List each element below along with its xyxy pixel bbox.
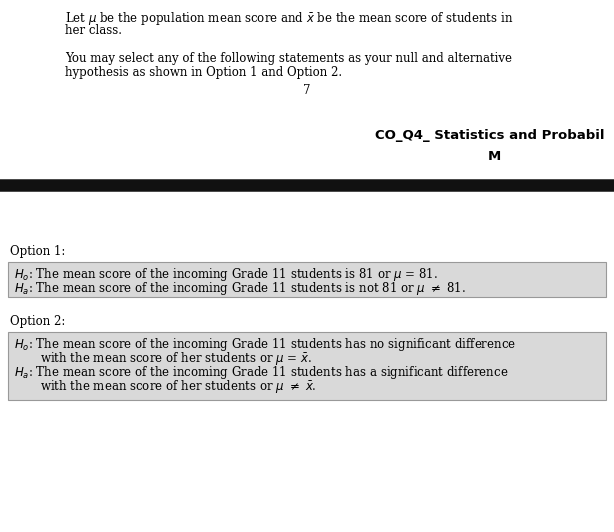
- Text: $H_a$: The mean score of the incoming Grade 11 students has a significant differ: $H_a$: The mean score of the incoming Gr…: [14, 364, 508, 381]
- Text: Option 1:: Option 1:: [10, 245, 65, 258]
- Text: hypothesis as shown in Option 1 and Option 2.: hypothesis as shown in Option 1 and Opti…: [65, 66, 342, 79]
- Text: M: M: [488, 150, 501, 163]
- Text: 7: 7: [303, 84, 311, 97]
- Text: with the mean score of her students or $\mu$ $\neq$ $\bar{x}$.: with the mean score of her students or $…: [14, 378, 317, 395]
- Text: CO_Q4_ Statistics and Probabil: CO_Q4_ Statistics and Probabil: [375, 129, 605, 142]
- Text: $H_o$: The mean score of the incoming Grade 11 students is 81 or $\mu$ = 81.: $H_o$: The mean score of the incoming Gr…: [14, 266, 438, 283]
- Text: Let $\mu$ be the population mean score and $\bar{x}$ be the mean score of studen: Let $\mu$ be the population mean score a…: [65, 10, 513, 27]
- FancyBboxPatch shape: [8, 262, 606, 297]
- Text: $H_o$: The mean score of the incoming Grade 11 students has no significant diffe: $H_o$: The mean score of the incoming Gr…: [14, 336, 516, 353]
- Text: $H_a$: The mean score of the incoming Grade 11 students is not 81 or $\mu$ $\neq: $H_a$: The mean score of the incoming Gr…: [14, 280, 465, 297]
- Text: her class.: her class.: [65, 24, 122, 37]
- FancyBboxPatch shape: [8, 332, 606, 400]
- Text: Option 2:: Option 2:: [10, 315, 65, 328]
- Text: You may select any of the following statements as your null and alternative: You may select any of the following stat…: [65, 52, 512, 65]
- Text: with the mean score of her students or $\mu$ = $\bar{x}$.: with the mean score of her students or $…: [14, 350, 312, 367]
